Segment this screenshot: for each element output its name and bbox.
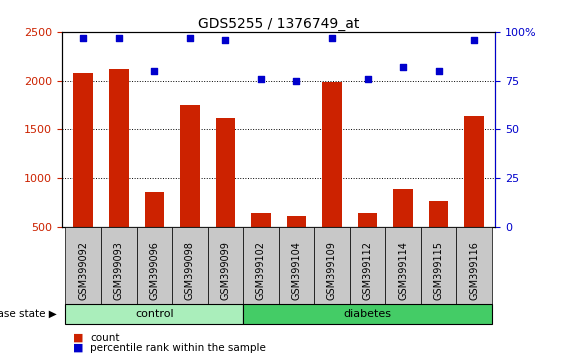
Text: GSM399109: GSM399109 — [327, 241, 337, 300]
Point — [79, 35, 88, 41]
Bar — [322, 82, 342, 275]
Text: GSM399114: GSM399114 — [398, 241, 408, 300]
Text: control: control — [135, 309, 173, 319]
Text: ■: ■ — [73, 343, 84, 353]
Title: GDS5255 / 1376749_at: GDS5255 / 1376749_at — [198, 17, 359, 31]
Text: disease state ▶: disease state ▶ — [0, 309, 56, 319]
Bar — [385, 227, 421, 315]
Bar — [172, 227, 208, 315]
Bar — [243, 304, 492, 324]
Bar — [137, 227, 172, 315]
Point — [470, 37, 479, 42]
Bar — [65, 304, 243, 324]
Bar — [180, 105, 200, 275]
Bar — [429, 201, 448, 275]
Bar — [216, 118, 235, 275]
Point — [221, 37, 230, 42]
Bar — [314, 227, 350, 315]
Point — [256, 76, 265, 81]
Point — [434, 68, 443, 74]
Point — [399, 64, 408, 70]
Point — [292, 78, 301, 84]
Text: GSM399102: GSM399102 — [256, 241, 266, 300]
Bar — [350, 227, 385, 315]
Point — [363, 76, 372, 81]
Bar — [279, 227, 314, 315]
Text: GSM399116: GSM399116 — [469, 241, 479, 300]
Bar — [358, 213, 377, 275]
Text: count: count — [90, 333, 119, 343]
Bar — [65, 227, 101, 315]
Text: GSM399098: GSM399098 — [185, 241, 195, 300]
Text: diabetes: diabetes — [343, 309, 391, 319]
Bar — [464, 115, 484, 275]
Text: GSM399104: GSM399104 — [292, 241, 301, 300]
Bar — [208, 227, 243, 315]
Point — [150, 68, 159, 74]
Bar — [74, 73, 93, 275]
Bar — [243, 227, 279, 315]
Text: percentile rank within the sample: percentile rank within the sample — [90, 343, 266, 353]
Text: GSM399112: GSM399112 — [363, 241, 373, 300]
Point — [328, 35, 337, 41]
Bar — [287, 216, 306, 275]
Bar — [101, 227, 137, 315]
Bar — [109, 69, 128, 275]
Bar — [421, 227, 457, 315]
Text: GSM399093: GSM399093 — [114, 241, 124, 300]
Text: GSM399096: GSM399096 — [149, 241, 159, 300]
Bar — [145, 193, 164, 275]
Bar — [251, 213, 271, 275]
Point — [114, 35, 123, 41]
Text: GSM399115: GSM399115 — [434, 241, 444, 300]
Text: ■: ■ — [73, 333, 84, 343]
Bar — [457, 227, 492, 315]
Bar — [394, 189, 413, 275]
Point — [185, 35, 194, 41]
Text: GSM399092: GSM399092 — [78, 241, 88, 300]
Text: GSM399099: GSM399099 — [220, 241, 230, 300]
